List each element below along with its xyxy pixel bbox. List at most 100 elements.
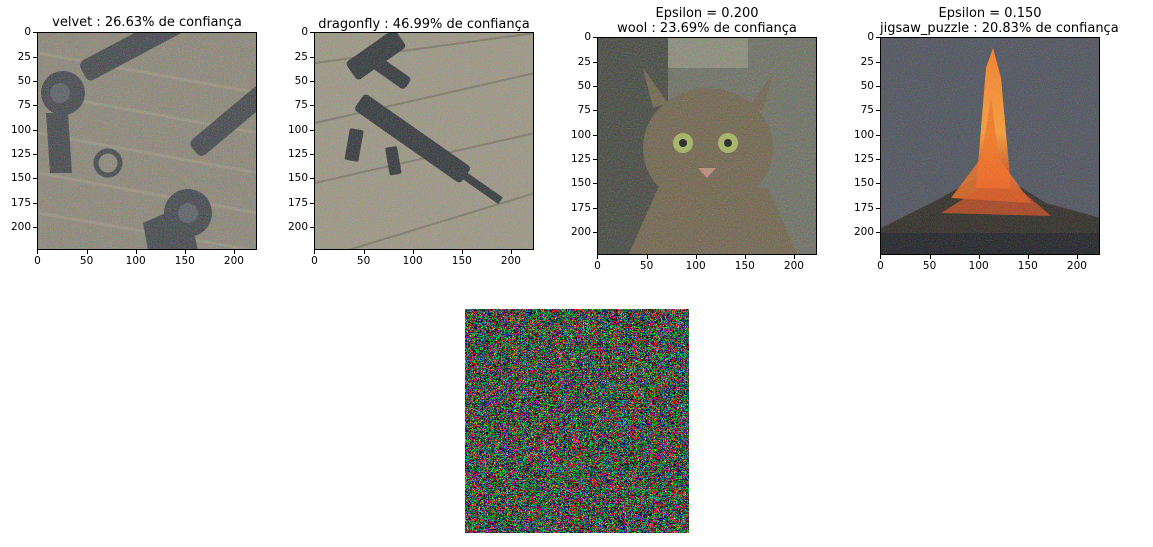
y-tick-label: 150 bbox=[853, 177, 874, 190]
y-tick bbox=[593, 183, 597, 185]
x-tick bbox=[510, 250, 512, 254]
y-tick bbox=[876, 207, 880, 209]
y-tick bbox=[876, 159, 880, 161]
title-line-1: Epsilon = 0.200 bbox=[655, 6, 759, 21]
x-tick bbox=[880, 255, 882, 259]
y-tick bbox=[33, 56, 37, 58]
x-tick bbox=[597, 255, 599, 259]
y-tick-label: 75 bbox=[294, 99, 308, 112]
y-tick bbox=[593, 37, 597, 39]
y-tick-label: 175 bbox=[570, 201, 591, 214]
y-tick-label: 25 bbox=[577, 55, 591, 68]
x-tick-label: 200 bbox=[500, 255, 521, 267]
x-tick-label: 0 bbox=[311, 255, 318, 267]
y-tick-label: 100 bbox=[570, 128, 591, 141]
y-tick-label: 200 bbox=[570, 226, 591, 239]
y-tick-label: 125 bbox=[10, 148, 31, 161]
x-tick-label: 200 bbox=[1066, 260, 1087, 272]
x-tick-label: 150 bbox=[174, 255, 195, 267]
panel-rifle: dragonfly : 46.99% de confiança bbox=[276, 0, 556, 275]
panel-volcano: Epsilon = 0.150 jigsaw_puzzle : 20.83% d… bbox=[843, 0, 1143, 275]
y-tick bbox=[876, 110, 880, 112]
y-tick bbox=[310, 154, 314, 156]
y-tick-label: 75 bbox=[860, 104, 874, 117]
x-tick bbox=[1027, 255, 1029, 259]
y-tick-label: 50 bbox=[17, 75, 31, 88]
noise-image bbox=[465, 309, 689, 533]
y-tick-label: 125 bbox=[287, 148, 308, 161]
y-tick bbox=[310, 129, 314, 131]
x-tick-label: 150 bbox=[451, 255, 472, 267]
x-tick bbox=[135, 250, 137, 254]
y-tick bbox=[310, 56, 314, 58]
y-tick-label: 125 bbox=[570, 153, 591, 166]
y-tick bbox=[593, 232, 597, 234]
x-tick bbox=[1076, 255, 1078, 259]
title-line-1: velvet : 26.63% de confiança bbox=[52, 15, 242, 30]
x-tick-label: 50 bbox=[922, 260, 937, 272]
y-tick bbox=[876, 232, 880, 234]
y-tick bbox=[593, 110, 597, 112]
x-tick-label: 50 bbox=[356, 255, 371, 267]
x-tick-label: 200 bbox=[783, 260, 804, 272]
y-tick bbox=[33, 202, 37, 204]
x-tick bbox=[363, 250, 365, 254]
title-line-1: Epsilon = 0.150 bbox=[938, 6, 1042, 21]
x-tick-label: 0 bbox=[34, 255, 41, 267]
y-tick-label: 175 bbox=[10, 196, 31, 209]
y-tick-label: 50 bbox=[577, 80, 591, 93]
y-tick-label: 100 bbox=[287, 123, 308, 136]
y-tick bbox=[33, 154, 37, 156]
x-tick-label: 100 bbox=[685, 260, 706, 272]
y-tick-label: 50 bbox=[294, 75, 308, 88]
y-tick bbox=[593, 134, 597, 136]
panel-noise bbox=[465, 309, 689, 533]
y-tick-label: 0 bbox=[584, 31, 591, 44]
y-tick bbox=[310, 202, 314, 204]
y-tick bbox=[593, 61, 597, 63]
y-tick-label: 75 bbox=[577, 104, 591, 117]
x-tick bbox=[978, 255, 980, 259]
y-tick bbox=[593, 207, 597, 209]
x-tick bbox=[929, 255, 931, 259]
x-tick bbox=[37, 250, 39, 254]
panel-cat: Epsilon = 0.200 wool : 23.69% de confian… bbox=[559, 0, 839, 275]
y-tick-label: 25 bbox=[294, 50, 308, 63]
x-tick bbox=[695, 255, 697, 259]
y-tick-label: 0 bbox=[867, 31, 874, 44]
y-tick-label: 100 bbox=[853, 128, 874, 141]
panel-title: Epsilon = 0.200 wool : 23.69% de confian… bbox=[597, 6, 817, 36]
cat-image bbox=[597, 37, 817, 255]
y-tick-label: 100 bbox=[10, 123, 31, 136]
y-tick bbox=[310, 32, 314, 34]
x-tick-label: 100 bbox=[125, 255, 146, 267]
x-tick-label: 50 bbox=[639, 260, 654, 272]
y-tick bbox=[33, 227, 37, 229]
y-tick bbox=[310, 178, 314, 180]
x-tick bbox=[412, 250, 414, 254]
y-tick-label: 150 bbox=[570, 177, 591, 190]
panel-revolvers: velvet : 26.63% de confiança bbox=[0, 0, 280, 275]
y-tick bbox=[33, 129, 37, 131]
x-tick bbox=[646, 255, 648, 259]
y-tick-label: 125 bbox=[853, 153, 874, 166]
y-tick bbox=[876, 183, 880, 185]
x-tick-label: 0 bbox=[877, 260, 884, 272]
x-tick bbox=[86, 250, 88, 254]
y-tick-label: 50 bbox=[860, 80, 874, 93]
title-line-2: wool : 23.69% de confiança bbox=[617, 21, 797, 36]
y-tick bbox=[33, 32, 37, 34]
x-tick-label: 100 bbox=[402, 255, 423, 267]
revolvers-image bbox=[37, 32, 257, 250]
x-tick bbox=[461, 250, 463, 254]
y-tick-label: 25 bbox=[860, 55, 874, 68]
y-tick-label: 175 bbox=[287, 196, 308, 209]
volcano-image bbox=[880, 37, 1100, 255]
x-tick bbox=[233, 250, 235, 254]
y-tick-label: 25 bbox=[17, 50, 31, 63]
y-tick bbox=[33, 105, 37, 107]
y-tick bbox=[876, 134, 880, 136]
y-tick-label: 0 bbox=[24, 26, 31, 39]
y-tick-label: 75 bbox=[17, 99, 31, 112]
y-tick-label: 175 bbox=[853, 201, 874, 214]
